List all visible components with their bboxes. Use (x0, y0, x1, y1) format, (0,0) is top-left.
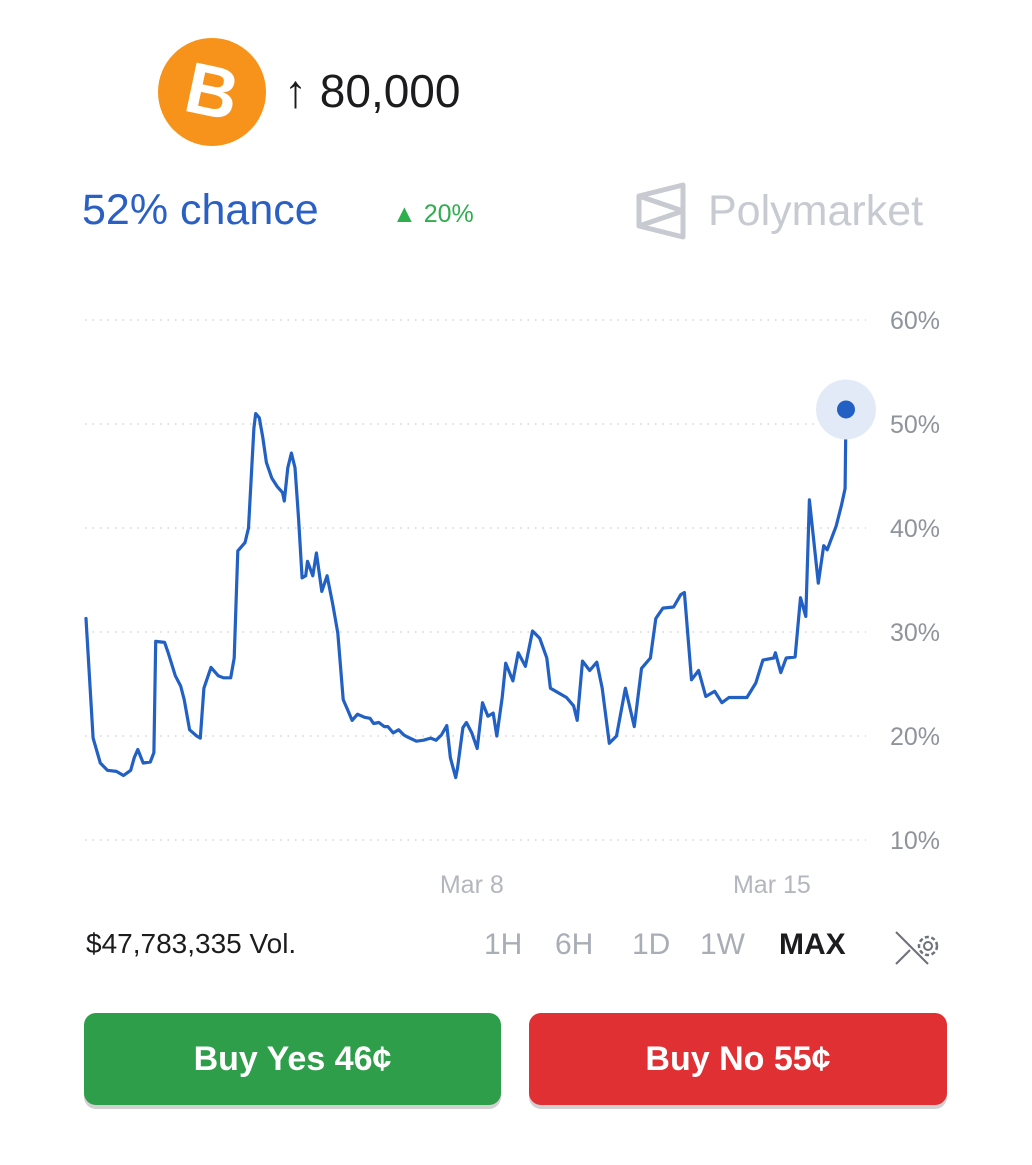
polymarket-brand: Polymarket (636, 182, 923, 240)
y-tick-label: 60% (890, 307, 940, 335)
chance-value: 52% chance (82, 186, 319, 234)
last-point-marker (837, 400, 855, 419)
timeframe-max[interactable]: MAX (779, 928, 846, 961)
bitcoin-logo-icon: B (158, 38, 266, 146)
y-tick-label: 20% (890, 723, 940, 751)
y-tick-label: 50% (890, 411, 940, 439)
series-line (84, 407, 848, 780)
y-tick-label: 40% (890, 515, 940, 543)
y-tick-label: 10% (890, 827, 940, 855)
y-tick-label: 30% (890, 619, 940, 647)
price-chart: 10% 20% 30% 40% 50% 60% Mar 8 Mar 15 (84, 307, 940, 899)
settings-gear-icon[interactable] (894, 928, 944, 968)
brand-name: Polymarket (708, 186, 924, 235)
chance-change-badge: ▲ 20% (392, 200, 474, 228)
volume-label: $47,783,335 Vol. (86, 928, 297, 959)
x-tick-label: Mar 15 (733, 871, 811, 899)
buy-no-button[interactable]: Buy No 55¢ (529, 1013, 947, 1105)
x-tick-label: Mar 8 (440, 871, 504, 899)
buy-yes-button[interactable]: Buy Yes 46¢ (84, 1013, 501, 1105)
market-title: ↑ 80,000 (284, 65, 461, 117)
timeframe-1d[interactable]: 1D (632, 928, 671, 961)
polymarket-icon (636, 182, 686, 240)
timeframe-6h[interactable]: 6H (555, 928, 594, 961)
bitcoin-glyph: B (178, 47, 246, 137)
timeframe-1w[interactable]: 1W (700, 928, 745, 961)
timeframe-1h[interactable]: 1H (484, 928, 523, 961)
